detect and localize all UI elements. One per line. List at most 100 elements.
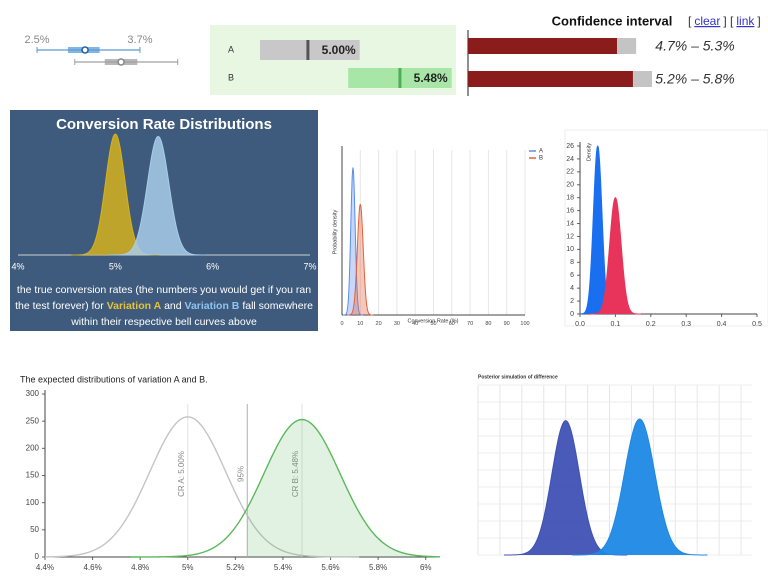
- y-tick-label: 20: [566, 182, 574, 189]
- x-tick-label: 5.2%: [226, 563, 244, 572]
- density-curve: [44, 416, 360, 558]
- y-tick-label: 12: [566, 233, 574, 240]
- controls: [clear] [link]: [688, 14, 761, 28]
- caption-text: the true conversion rates (the numbers y…: [15, 284, 312, 312]
- x-tick-label: 100: [520, 321, 529, 327]
- density-curve: [130, 418, 441, 558]
- panel-title: Confidence interval: [552, 13, 673, 28]
- x-tick-label: 6%: [206, 261, 219, 271]
- chart-title: Conversion Rate Distributions: [56, 116, 272, 133]
- caption-series: Variation A: [106, 300, 162, 312]
- y-tick-label: 24: [566, 156, 574, 163]
- y-tick-label: 18: [566, 195, 574, 202]
- y-tick-label: 2: [570, 298, 574, 305]
- y-tick-label: 300: [26, 389, 40, 398]
- shaded-area: [247, 419, 440, 557]
- bracket: ]: [757, 14, 760, 28]
- density-area: [71, 134, 160, 255]
- y-tick-label: 10: [566, 246, 574, 253]
- x-tick-label: 70: [467, 321, 473, 327]
- x-tick-label: 5.6%: [321, 563, 339, 572]
- x-tick-label: 7%: [303, 261, 316, 271]
- annotation-label: CR A: 5.00%: [177, 451, 186, 497]
- category-label: B: [228, 72, 234, 82]
- interval-label: 4.7% – 5.3%: [655, 38, 734, 54]
- y-tick-label: 6: [570, 272, 574, 279]
- x-tick-label: 0.1: [611, 321, 621, 328]
- x-tick-label: 0.4: [717, 321, 727, 328]
- category-label: A: [228, 44, 234, 54]
- link[interactable]: clear: [694, 14, 720, 28]
- y-tick-label: 0: [570, 311, 574, 318]
- link[interactable]: link: [736, 14, 755, 28]
- caption-text: fall somewhere within their respective b…: [71, 300, 313, 328]
- x-tick-label: 90: [504, 321, 510, 327]
- x-tick-label: 0.0: [575, 321, 585, 328]
- x-axis-label: Conversion Rate (%): [407, 318, 458, 324]
- x-tick-label: 60: [449, 321, 455, 327]
- annotation-label: CR B: 5.48%: [291, 451, 300, 497]
- bracket: [: [688, 14, 692, 28]
- y-tick-label: 150: [26, 471, 40, 480]
- y-axis-label: Density: [586, 143, 592, 162]
- x-tick-label: 3.7%: [127, 34, 152, 46]
- bar: [260, 40, 360, 60]
- y-tick-label: 8: [570, 259, 574, 266]
- x-tick-label: 80: [485, 321, 491, 327]
- y-tick-label: 16: [566, 207, 574, 214]
- caption: the true conversion rates (the numbers y…: [14, 282, 314, 330]
- x-tick-label: 5%: [109, 261, 122, 271]
- x-tick-label: 6%: [420, 563, 432, 572]
- x-tick-label: 40: [412, 321, 418, 327]
- x-tick-label: 4%: [11, 261, 24, 271]
- y-tick-label: 4: [570, 285, 574, 292]
- density-area: [109, 136, 207, 255]
- y-tick-label: 50: [30, 525, 39, 534]
- x-tick-label: 50: [430, 321, 436, 327]
- density-curve: [571, 418, 708, 556]
- chart-title: The expected distributions of variation …: [20, 374, 208, 384]
- median: [81, 46, 89, 54]
- density-curve: [109, 135, 207, 256]
- y-tick-label: 200: [26, 443, 40, 452]
- y-tick-label: 0: [35, 552, 40, 561]
- y-tick-label: 26: [566, 143, 574, 150]
- density-curve: [343, 166, 363, 316]
- y-tick-label: 100: [26, 498, 40, 507]
- x-tick-label: 20: [376, 321, 382, 327]
- median: [117, 58, 125, 66]
- y-axis-label: Probability density: [332, 209, 338, 254]
- bracket: ] [: [723, 14, 734, 28]
- x-tick-label: 10: [357, 321, 363, 327]
- interval-base: [468, 71, 633, 87]
- density-area: [580, 146, 617, 314]
- x-tick-label: 4.4%: [36, 563, 54, 572]
- x-tick-label: 0.3: [681, 321, 691, 328]
- density-area: [343, 168, 363, 315]
- x-tick-label: 5.8%: [369, 563, 387, 572]
- interval-label: 5.2% – 5.8%: [655, 71, 734, 87]
- interval-range: [617, 38, 637, 54]
- interval-base: [468, 38, 618, 54]
- x-tick-label: 5%: [182, 563, 194, 572]
- caption-text: and: [164, 300, 182, 312]
- density-area: [504, 420, 628, 555]
- x-tick-label: 5.4%: [274, 563, 292, 572]
- x-tick-label: 4.6%: [83, 563, 101, 572]
- x-tick-label: 30: [394, 321, 400, 327]
- x-tick-label: 2.5%: [24, 34, 49, 46]
- value-label: 5.48%: [414, 71, 448, 85]
- x-tick-label: 0: [340, 321, 343, 327]
- caption-series: Variation B: [184, 300, 240, 312]
- value-label: 5.00%: [322, 43, 356, 57]
- density-area: [589, 197, 641, 314]
- legend-label: B: [539, 156, 543, 162]
- chart-title: Posterior simulation of difference: [478, 374, 558, 380]
- y-tick-label: 14: [566, 220, 574, 227]
- density-curve: [589, 197, 641, 315]
- interval-range: [632, 71, 652, 87]
- annotation-label: 95%: [236, 466, 245, 482]
- y-tick-label: 22: [566, 169, 574, 176]
